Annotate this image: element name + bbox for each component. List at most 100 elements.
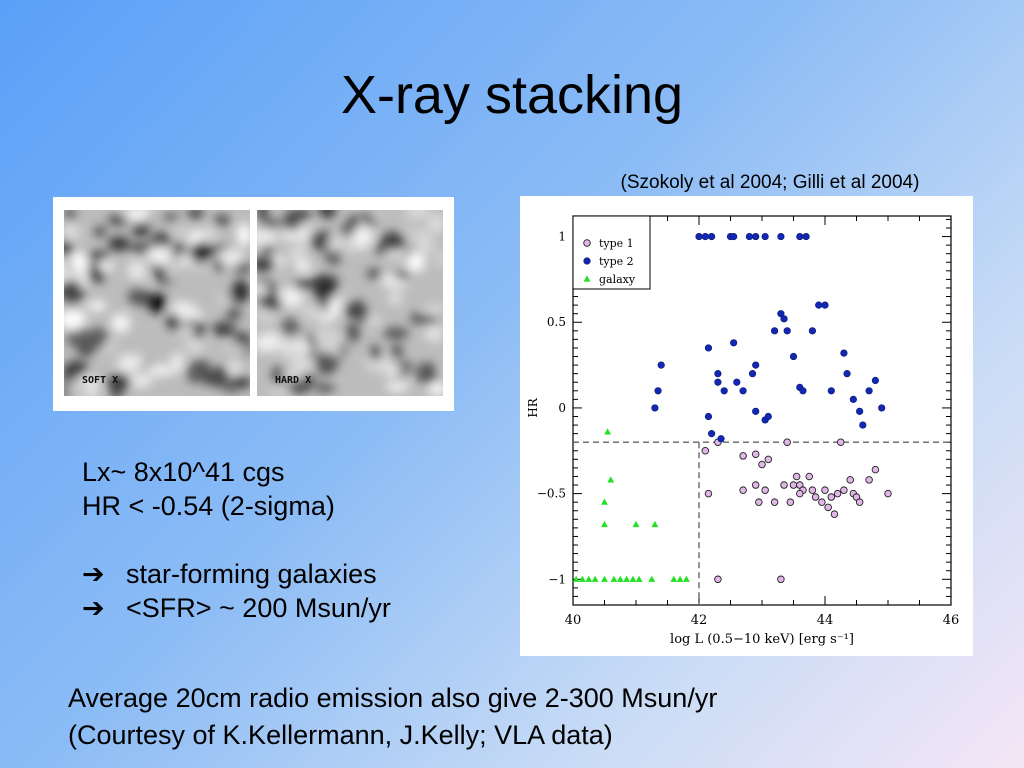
data-point bbox=[837, 438, 845, 446]
data-point bbox=[632, 520, 640, 528]
data-point bbox=[701, 232, 709, 241]
data-point bbox=[704, 412, 713, 421]
data-point bbox=[783, 327, 791, 335]
y-axis-label: HR bbox=[526, 397, 540, 417]
hard-xray-label: HARD X bbox=[275, 375, 312, 386]
data-point bbox=[623, 575, 630, 582]
data-point bbox=[601, 498, 608, 505]
data-point bbox=[739, 486, 747, 494]
data-point bbox=[604, 428, 611, 435]
chart-svg: 40 42 44 46 1 0.5 0 −0.5 −1 log L (0.5−10 keV) [e… bbox=[526, 215, 960, 647]
x-tick-label: 42 bbox=[691, 613, 708, 628]
data-point bbox=[717, 435, 725, 443]
data-point bbox=[761, 232, 769, 241]
data-point bbox=[780, 315, 788, 323]
courtesy-note: (Courtesy of K.Kellermann, J.Kelly; VLA … bbox=[68, 720, 613, 750]
legend-label: type 2 bbox=[599, 255, 634, 268]
data-point bbox=[792, 472, 801, 481]
data-point bbox=[572, 575, 580, 582]
data-point bbox=[752, 407, 760, 415]
data-point bbox=[704, 344, 713, 352]
data-point bbox=[761, 486, 769, 494]
data-point bbox=[777, 310, 785, 318]
data-point bbox=[871, 376, 880, 385]
series-galaxy bbox=[572, 428, 690, 582]
hard-xray-image: HARD X bbox=[257, 210, 443, 396]
data-point bbox=[730, 339, 738, 347]
data-point bbox=[714, 575, 722, 584]
x-tick-label: 40 bbox=[565, 613, 582, 628]
y-tick-label: −0.5 bbox=[537, 487, 566, 501]
data-point bbox=[651, 404, 659, 412]
x-tick-label: 46 bbox=[943, 613, 960, 628]
x-axis-label: log L (0.5−10 keV) [erg s⁻¹] bbox=[670, 632, 854, 647]
data-point bbox=[601, 520, 608, 528]
data-point bbox=[789, 352, 798, 361]
legend-marker bbox=[583, 275, 591, 282]
data-point bbox=[739, 452, 747, 460]
data-point bbox=[780, 481, 788, 489]
data-point bbox=[651, 520, 659, 528]
arrow-icon: ➔ bbox=[82, 559, 105, 589]
data-point bbox=[840, 349, 848, 357]
hardness-stat: HR < -0.54 (2-sigma) bbox=[82, 491, 335, 521]
luminosity-stat: Lx~ 8x10^41 cgs bbox=[82, 457, 285, 487]
series-type-1 bbox=[701, 438, 892, 584]
data-point bbox=[764, 412, 772, 421]
data-point bbox=[701, 447, 710, 455]
data-point bbox=[811, 493, 820, 501]
data-point bbox=[739, 387, 747, 395]
data-point bbox=[884, 489, 892, 498]
data-point bbox=[846, 476, 854, 484]
data-point bbox=[601, 575, 608, 582]
data-point bbox=[708, 232, 716, 241]
bullet-item: ➔ star-forming galaxies bbox=[82, 557, 391, 591]
data-point bbox=[783, 438, 791, 446]
data-point bbox=[758, 460, 766, 469]
data-point bbox=[616, 575, 624, 582]
bullet-text: <SFR> ~ 200 Msun/yr bbox=[126, 593, 391, 623]
data-point bbox=[818, 498, 826, 506]
data-point bbox=[657, 361, 665, 369]
data-point bbox=[704, 489, 713, 498]
data-point bbox=[720, 387, 728, 395]
data-point bbox=[871, 465, 880, 474]
data-point bbox=[865, 387, 873, 395]
data-point bbox=[764, 455, 773, 464]
data-point bbox=[789, 481, 798, 489]
data-point bbox=[752, 232, 760, 241]
data-point bbox=[865, 476, 873, 484]
x-tick-label: 44 bbox=[817, 613, 834, 628]
data-point bbox=[821, 486, 829, 494]
legend: type 1 type 2 galaxy bbox=[572, 215, 651, 290]
data-point bbox=[610, 575, 618, 582]
data-point bbox=[856, 407, 864, 415]
data-point bbox=[654, 387, 662, 395]
data-point bbox=[802, 232, 810, 241]
citation: (Szokoly et al 2004; Gilli et al 2004) bbox=[620, 172, 920, 193]
data-point bbox=[821, 301, 829, 309]
data-point bbox=[695, 232, 703, 241]
data-point bbox=[786, 498, 795, 506]
data-point bbox=[629, 575, 637, 582]
series-type-2 bbox=[651, 232, 886, 443]
data-point bbox=[708, 430, 716, 438]
data-point bbox=[830, 510, 839, 518]
data-point bbox=[808, 327, 817, 335]
data-point bbox=[777, 575, 785, 584]
hr-scatter-chart: 40 42 44 46 1 0.5 0 −0.5 −1 log L (0.5−10 keV) [e… bbox=[520, 196, 973, 656]
data-point bbox=[859, 421, 867, 429]
data-point bbox=[855, 498, 864, 506]
data-point bbox=[676, 575, 684, 582]
data-point bbox=[635, 575, 643, 582]
data-point bbox=[745, 232, 753, 241]
legend-box bbox=[572, 215, 651, 290]
data-point bbox=[714, 378, 722, 386]
data-point bbox=[748, 370, 757, 378]
soft-xray-label: SOFT X bbox=[82, 375, 119, 386]
data-point bbox=[796, 232, 804, 241]
data-point bbox=[878, 404, 886, 412]
data-point bbox=[730, 232, 738, 241]
stats-text: Lx~ 8x10^41 cgs HR < -0.54 (2-sigma) ➔ st… bbox=[82, 455, 391, 625]
data-point bbox=[771, 327, 779, 335]
